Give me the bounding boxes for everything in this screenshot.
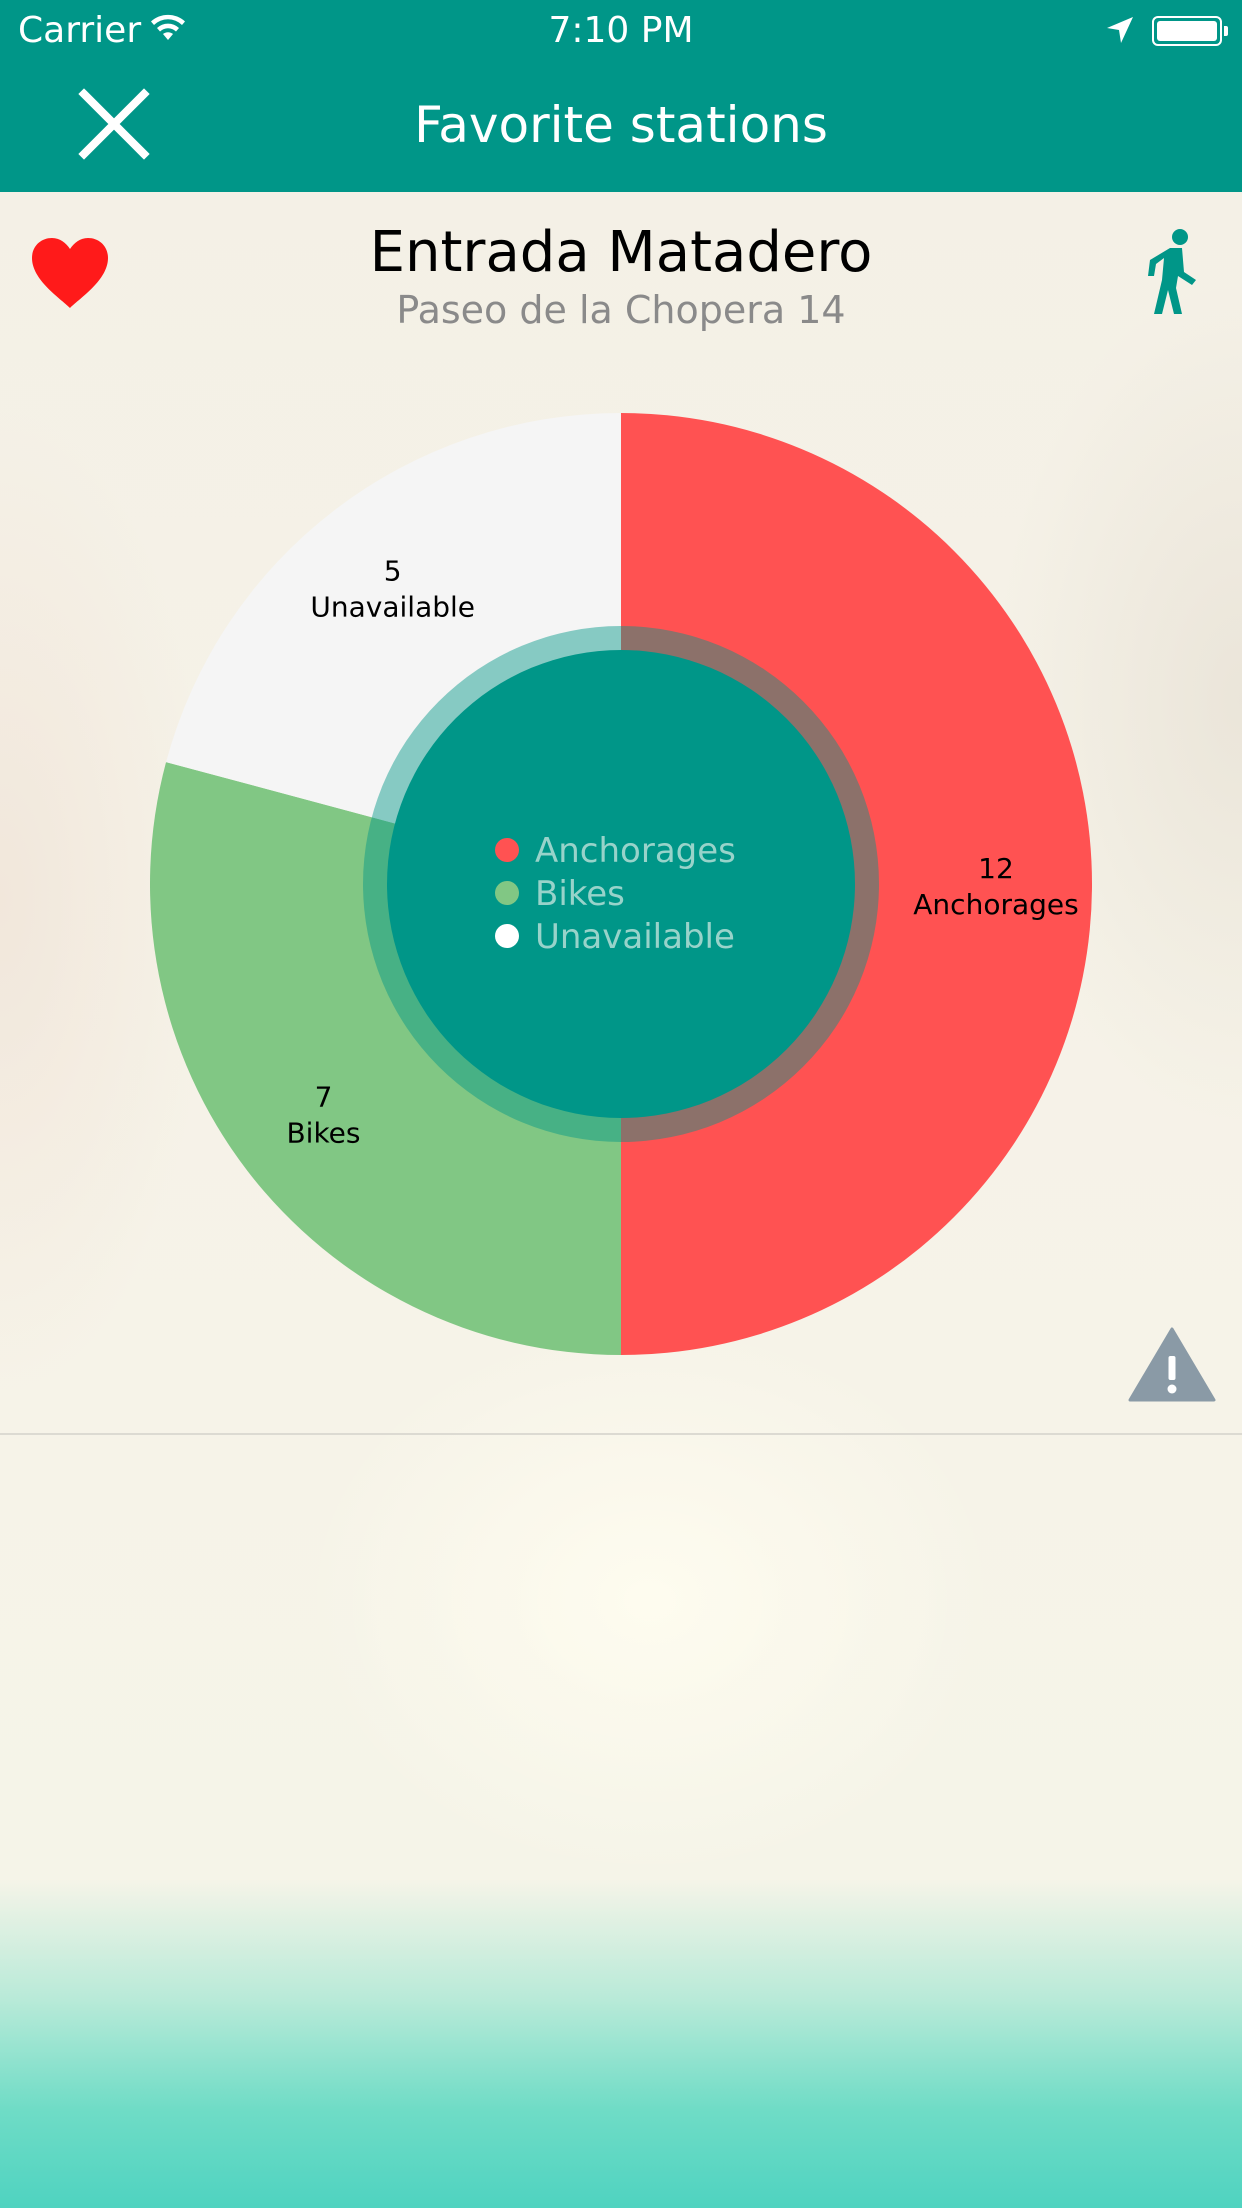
station-header: Entrada Matadero Paseo de la Chopera 14 [0, 192, 1242, 372]
station-address: Paseo de la Chopera 14 [396, 288, 846, 332]
walking-person-icon[interactable] [1142, 228, 1204, 316]
heart-icon[interactable] [30, 236, 110, 310]
app-bar: Carrier 7:10 PM Favorite stations [0, 0, 1242, 192]
legend-label-anchorages: Anchorages [535, 831, 736, 871]
legend-dot-bikes [495, 881, 519, 905]
page-title: Favorite stations [414, 96, 828, 154]
legend-label-unavailable: Unavailable [535, 917, 735, 957]
status-time: 7:10 PM [548, 10, 694, 51]
slice-name-label: Unavailable [310, 590, 475, 623]
carrier-label: Carrier [18, 10, 142, 51]
warning-triangle-icon[interactable] [1128, 1326, 1216, 1402]
close-icon[interactable] [78, 88, 150, 160]
slice-value-label: 7 [315, 1080, 333, 1113]
legend-dot-anchorages [495, 838, 519, 862]
slice-name-label: Bikes [286, 1116, 360, 1149]
station-name: Entrada Matadero [369, 220, 873, 285]
legend-dot-unavailable [495, 924, 519, 948]
chart-slice-anchorages [621, 413, 1092, 1355]
slice-value-label: 5 [384, 554, 402, 587]
slice-value-label: 12 [978, 852, 1014, 885]
divider [0, 1433, 1242, 1435]
chart-center [387, 650, 855, 1118]
legend-label-bikes: Bikes [535, 874, 625, 914]
wifi-icon [151, 14, 185, 40]
slice-name-label: Anchorages [913, 888, 1078, 921]
station-donut-chart: 12Anchorages7Bikes5UnavailableAnchorages… [149, 413, 1092, 1355]
status-bar: Carrier 7:10 PM [0, 0, 1242, 60]
battery-icon [1152, 16, 1228, 46]
location-arrow-icon [1107, 17, 1133, 43]
